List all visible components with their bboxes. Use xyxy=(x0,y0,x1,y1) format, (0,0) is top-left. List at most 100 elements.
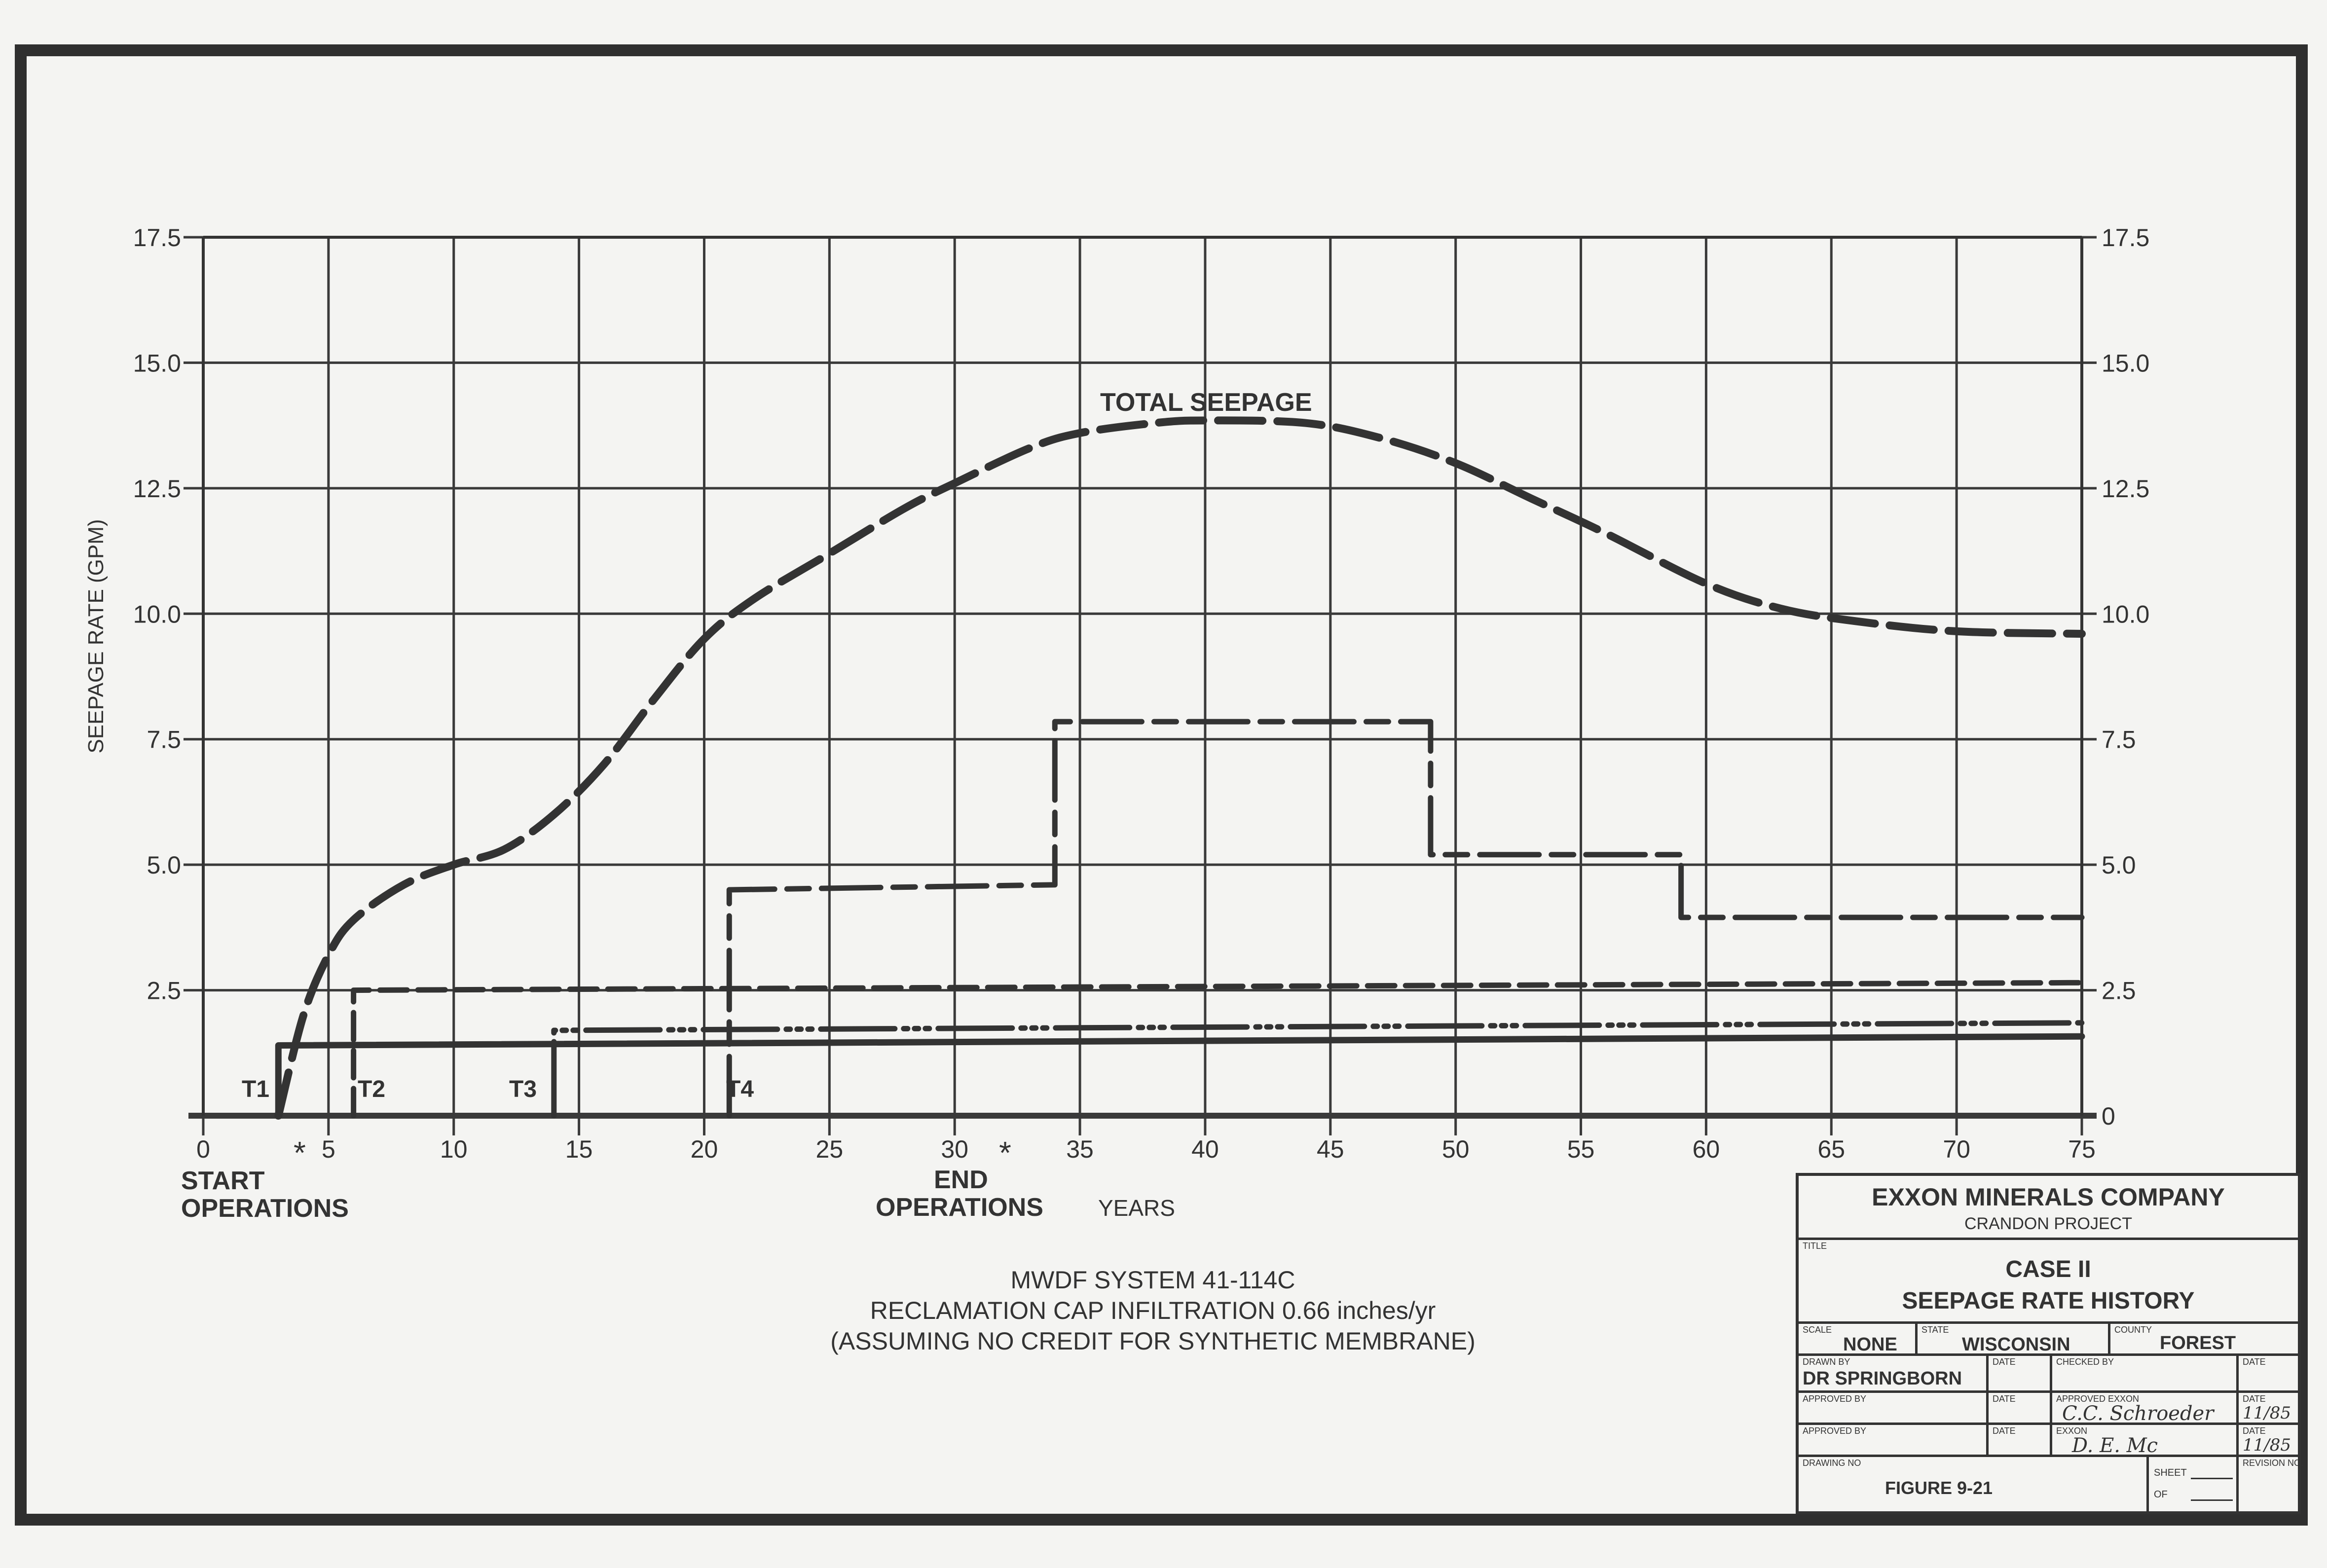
x-tick-label: 40 xyxy=(1191,1135,1219,1163)
x-tick-label: 55 xyxy=(1567,1135,1595,1163)
company-cell: EXXON MINERALS COMPANY CRANDON PROJECT xyxy=(1799,1176,2298,1240)
x-tick-label: 70 xyxy=(1943,1135,1970,1163)
revision-cell: REVISION NO. xyxy=(2239,1457,2303,1511)
date-caption: DATE xyxy=(1993,1426,2016,1436)
exxon-cell: EXXON D. E. Mc xyxy=(2052,1425,2239,1457)
x-tick-label: 75 xyxy=(2068,1135,2096,1163)
date-caption: DATE xyxy=(1993,1357,2016,1367)
drawing-title-1: CASE II xyxy=(2005,1256,2091,1282)
sheet-blank xyxy=(2191,1478,2233,1479)
signature-2-date: 11/85 xyxy=(2243,1435,2291,1455)
y-tick-label-right: 7.5 xyxy=(2102,726,2136,754)
county-caption: COUNTY xyxy=(2114,1325,2152,1335)
y-tick-label-right: 2.5 xyxy=(2102,977,2136,1005)
sheet-caption: SHEET xyxy=(2154,1467,2187,1478)
start-label-1: START xyxy=(181,1167,265,1195)
y-tick-label-left: 17.5 xyxy=(133,224,181,252)
scale-cell: SCALE NONE xyxy=(1799,1324,1918,1356)
x-tick-label: 35 xyxy=(1066,1135,1094,1163)
x-tick-label: 0 xyxy=(196,1135,210,1163)
drawing-no-caption: DRAWING NO xyxy=(1803,1458,1861,1468)
start-marker: * xyxy=(294,1135,306,1170)
y-tick-label-right: 5.0 xyxy=(2102,851,2136,879)
sheet-cell: SHEET OF xyxy=(2149,1457,2239,1511)
y-tick-label-left: 10.0 xyxy=(133,600,181,628)
t2-label: T2 xyxy=(358,1076,386,1102)
title-cell: TITLE CASE II SEEPAGE RATE HISTORY xyxy=(1799,1240,2298,1324)
checked-by-caption: CHECKED BY xyxy=(2056,1357,2114,1367)
y-tick-label-left: 15.0 xyxy=(133,349,181,377)
t4-label: T4 xyxy=(726,1076,754,1102)
signature-1-date: 11/85 xyxy=(2243,1403,2291,1423)
approved-by-caption: APPROVED BY xyxy=(1803,1394,1867,1404)
x-tick-label: 50 xyxy=(1442,1135,1470,1163)
of-caption: OF xyxy=(2154,1489,2168,1500)
county-value: FOREST xyxy=(2160,1333,2236,1353)
drawing-no-cell: DRAWING NO FIGURE 9-21 xyxy=(1799,1457,2149,1511)
drawing-border xyxy=(15,44,2308,1526)
approved-exxon-cell: APPROVED EXXON C.C. Schroeder xyxy=(2052,1393,2239,1425)
t3-label: T3 xyxy=(509,1076,537,1102)
signature-2: D. E. Mc xyxy=(2072,1434,2158,1457)
drawing-title-2: SEEPAGE RATE HISTORY xyxy=(1902,1288,2195,1314)
y-tick-label-left: 5.0 xyxy=(147,851,181,879)
total-seepage-label: TOTAL SEEPAGE xyxy=(1100,388,1312,417)
y-tick-label-right: 15.0 xyxy=(2102,349,2149,377)
x-tick-label: 10 xyxy=(440,1135,468,1163)
drawn-by-cell: DRAWN BY DR SPRINGBORN xyxy=(1799,1356,1989,1393)
date-caption: DATE xyxy=(2243,1426,2266,1436)
checked-date-cell: DATE xyxy=(2239,1356,2298,1393)
drawing-no-value: FIGURE 9-21 xyxy=(1885,1478,1993,1498)
drawn-by-caption: DRAWN BY xyxy=(1803,1357,1850,1367)
exxon-date-cell: DATE 11/85 xyxy=(2239,1425,2298,1457)
y-axis-label: SEEPAGE RATE (GPM) xyxy=(84,519,108,754)
approved-date-cell-1: DATE xyxy=(1989,1393,2052,1425)
scale-value: NONE xyxy=(1843,1334,1897,1355)
x-tick-label: 20 xyxy=(691,1135,718,1163)
x-tick-label: 15 xyxy=(565,1135,593,1163)
company-name: EXXON MINERALS COMPANY xyxy=(1872,1183,2225,1211)
state-value: WISCONSIN xyxy=(1962,1334,2070,1355)
note-line-3: (ASSUMING NO CREDIT FOR SYNTHETIC MEMBRA… xyxy=(830,1327,1476,1355)
x-tick-label: 5 xyxy=(322,1135,335,1163)
end-marker: * xyxy=(999,1135,1011,1170)
exxon-caption: EXXON xyxy=(2056,1426,2088,1436)
x-axis-label: YEARS xyxy=(1098,1195,1175,1221)
x-tick-label: 30 xyxy=(941,1135,968,1163)
state-cell: STATE WISCONSIN xyxy=(1918,1324,2110,1356)
approved-by-cell-1: APPROVED BY xyxy=(1799,1393,1989,1425)
drawn-by-value: DR SPRINGBORN xyxy=(1803,1368,1962,1389)
note-line-1: MWDF SYSTEM 41-114C xyxy=(1010,1266,1295,1294)
approved-by-caption: APPROVED BY xyxy=(1803,1426,1867,1436)
county-cell: COUNTY FOREST xyxy=(2110,1324,2298,1356)
date-caption: DATE xyxy=(2243,1394,2266,1404)
signature-1: C.C. Schroeder xyxy=(2062,1402,2214,1425)
x-tick-label: 60 xyxy=(1693,1135,1720,1163)
y-tick-label-right: 17.5 xyxy=(2102,224,2149,252)
title-block: EXXON MINERALS COMPANY CRANDON PROJECT T… xyxy=(1796,1173,2303,1514)
t1-label: T1 xyxy=(242,1076,270,1102)
y-tick-label-right: 12.5 xyxy=(2102,475,2149,503)
approved-exxon-caption: APPROVED EXXON xyxy=(2056,1394,2140,1404)
checked-by-cell: CHECKED BY xyxy=(2052,1356,2239,1393)
series-line-t4 xyxy=(726,719,2085,1119)
y-tick-label-left: 7.5 xyxy=(147,726,181,754)
series-line-t1 xyxy=(275,1033,2085,1119)
x-tick-label: 25 xyxy=(816,1135,844,1163)
title-caption: TITLE xyxy=(1803,1241,1827,1251)
end-label-2: OPERATIONS xyxy=(876,1193,1043,1222)
of-blank xyxy=(2191,1499,2233,1501)
y-tick-label-right: 0 xyxy=(2102,1102,2115,1130)
y-tick-label-left: 2.5 xyxy=(147,977,181,1005)
approved-date-cell-2: DATE xyxy=(1989,1425,2052,1457)
end-label-1: END xyxy=(934,1166,988,1194)
x-tick-label: 65 xyxy=(1817,1135,1845,1163)
drawn-date-cell: DATE xyxy=(1989,1356,2052,1393)
series-line-t3 xyxy=(551,1020,2085,1119)
start-label-2: OPERATIONS xyxy=(181,1194,349,1223)
scale-caption: SCALE xyxy=(1803,1325,1832,1335)
approved-by-cell-2: APPROVED BY xyxy=(1799,1425,1989,1457)
y-tick-label-left: 12.5 xyxy=(133,475,181,503)
series-line-total-seepage xyxy=(274,416,2086,1120)
